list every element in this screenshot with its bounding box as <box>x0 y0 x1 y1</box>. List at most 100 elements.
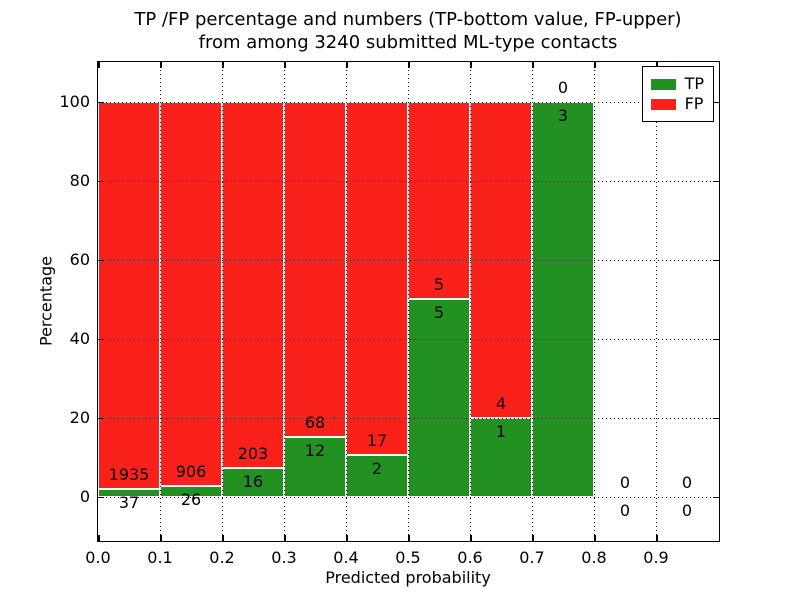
tick-mark-x-top <box>532 62 534 68</box>
bar-label-fp: 1935 <box>108 465 150 485</box>
x-tick-label: 0.6 <box>457 548 483 567</box>
bar-segment-fp <box>222 101 284 468</box>
bar-segment-tp <box>284 437 346 497</box>
tick-mark-x-top <box>408 62 410 68</box>
bar-label-tp: 1 <box>495 421 507 441</box>
grid-line-x <box>532 62 533 541</box>
tick-mark-x-bottom <box>594 535 596 541</box>
tick-mark-x-top <box>222 62 224 68</box>
bar-label-tp: 12 <box>304 441 326 461</box>
bar-segment-tp <box>470 417 532 497</box>
tick-mark-y-right <box>713 259 719 262</box>
tick-mark-y-left <box>98 417 104 420</box>
grid-line-x <box>470 62 471 541</box>
bar-label-fp: 906 <box>175 461 207 481</box>
legend-item-fp: FP <box>650 94 704 113</box>
tick-mark-x-bottom <box>222 535 224 541</box>
tick-mark-y-left <box>98 259 104 262</box>
tick-mark-y-right <box>713 101 719 103</box>
legend-label-tp: TP <box>684 74 704 93</box>
bar-segment-fp <box>98 101 160 490</box>
bar-label-fp: 0 <box>619 472 631 492</box>
bar-label-fp: 5 <box>433 275 445 295</box>
x-tick-label: 0.8 <box>581 548 607 567</box>
tick-mark-x-top <box>656 62 658 68</box>
bar-segment-tp <box>408 299 470 497</box>
x-tick-label: 0.9 <box>643 548 669 567</box>
legend-box: TP FP <box>641 66 714 122</box>
tick-mark-x-bottom <box>160 535 162 541</box>
tick-mark-x-top <box>284 62 286 68</box>
y-tick-label: 60 <box>69 249 90 269</box>
x-tick-label: 0.7 <box>519 548 545 567</box>
chart-title-line1: TP /FP percentage and numbers (TP-bottom… <box>134 9 682 30</box>
legend-swatch-fp <box>650 98 676 110</box>
bar-segment-tp <box>98 489 160 497</box>
y-tick-label: 0 <box>79 486 90 506</box>
bar-segment-fp <box>346 101 408 455</box>
tick-mark-y-right <box>713 496 719 499</box>
tick-mark-y-left <box>98 496 104 499</box>
x-tick-label: 0.3 <box>271 548 297 567</box>
bar-label-tp: 3 <box>557 105 569 125</box>
bar-segment-tp <box>532 101 594 497</box>
bar-segment-fp <box>284 101 346 438</box>
chart-title-line2: from among 3240 submitted ML-type contac… <box>198 32 618 53</box>
grid-line-x <box>656 62 657 541</box>
x-tick-label: 0.1 <box>147 548 173 567</box>
chart-title: TP /FP percentage and numbers (TP-bottom… <box>98 8 718 54</box>
y-tick-label: 80 <box>69 170 90 190</box>
bar-label-tp: 37 <box>118 493 140 513</box>
tick-mark-y-left <box>98 101 104 103</box>
tick-mark-y-left <box>98 338 104 341</box>
grid-line-x <box>408 62 409 541</box>
tick-mark-x-top <box>346 62 348 68</box>
bar-segment-tp <box>346 454 408 497</box>
grid-line-x <box>160 62 161 541</box>
x-axis-label: Predicted probability <box>325 568 491 587</box>
bar-label-tp: 0 <box>619 500 631 520</box>
bar-label-tp: 16 <box>242 471 264 491</box>
legend-item-tp: TP <box>650 74 704 93</box>
y-tick-label: 20 <box>69 407 90 427</box>
legend-label-fp: FP <box>684 94 704 113</box>
legend-swatch-tp <box>650 78 676 90</box>
tick-mark-x-bottom <box>470 535 472 541</box>
grid-line-x <box>284 62 285 541</box>
x-tick-label: 0.4 <box>333 548 359 567</box>
x-tick-label: 0.2 <box>209 548 235 567</box>
y-tick-label: 40 <box>69 328 90 348</box>
bar-segment-fp <box>408 101 470 300</box>
tick-mark-x-top <box>470 62 472 68</box>
tick-mark-x-bottom <box>346 535 348 541</box>
bar-label-fp: 203 <box>237 443 269 463</box>
tick-mark-y-right <box>713 338 719 341</box>
plot-area: TP FP 1935 37 906 26 203 16 68 12 17 2 5 5 4 1 0 3 0 0 0 0 <box>97 61 720 542</box>
tick-mark-x-bottom <box>98 535 100 541</box>
tick-mark-x-top <box>594 62 596 68</box>
bar-label-tp: 26 <box>180 489 202 509</box>
tick-mark-x-bottom <box>656 535 658 541</box>
bar-segment-fp <box>160 101 222 486</box>
bar-label-fp: 0 <box>681 472 693 492</box>
bar-label-fp: 17 <box>366 430 388 450</box>
tick-mark-x-bottom <box>408 535 410 541</box>
bar-segment-tp <box>222 467 284 497</box>
grid-line-x <box>222 62 223 541</box>
bar-label-fp: 0 <box>557 77 569 97</box>
tick-mark-x-top <box>98 62 100 68</box>
grid-line-x <box>346 62 347 541</box>
tick-mark-x-bottom <box>284 535 286 541</box>
tick-mark-x-bottom <box>532 535 534 541</box>
tick-mark-y-left <box>98 180 104 182</box>
bar-label-tp: 2 <box>371 458 383 478</box>
tick-mark-y-right <box>713 417 719 420</box>
x-tick-label: 0.0 <box>85 548 111 567</box>
tick-mark-x-top <box>160 62 162 68</box>
tick-mark-y-right <box>713 180 719 182</box>
bar-label-tp: 0 <box>681 500 693 520</box>
bar-label-tp: 5 <box>433 303 445 323</box>
bar-label-fp: 68 <box>304 413 326 433</box>
x-tick-label: 0.5 <box>395 548 421 567</box>
